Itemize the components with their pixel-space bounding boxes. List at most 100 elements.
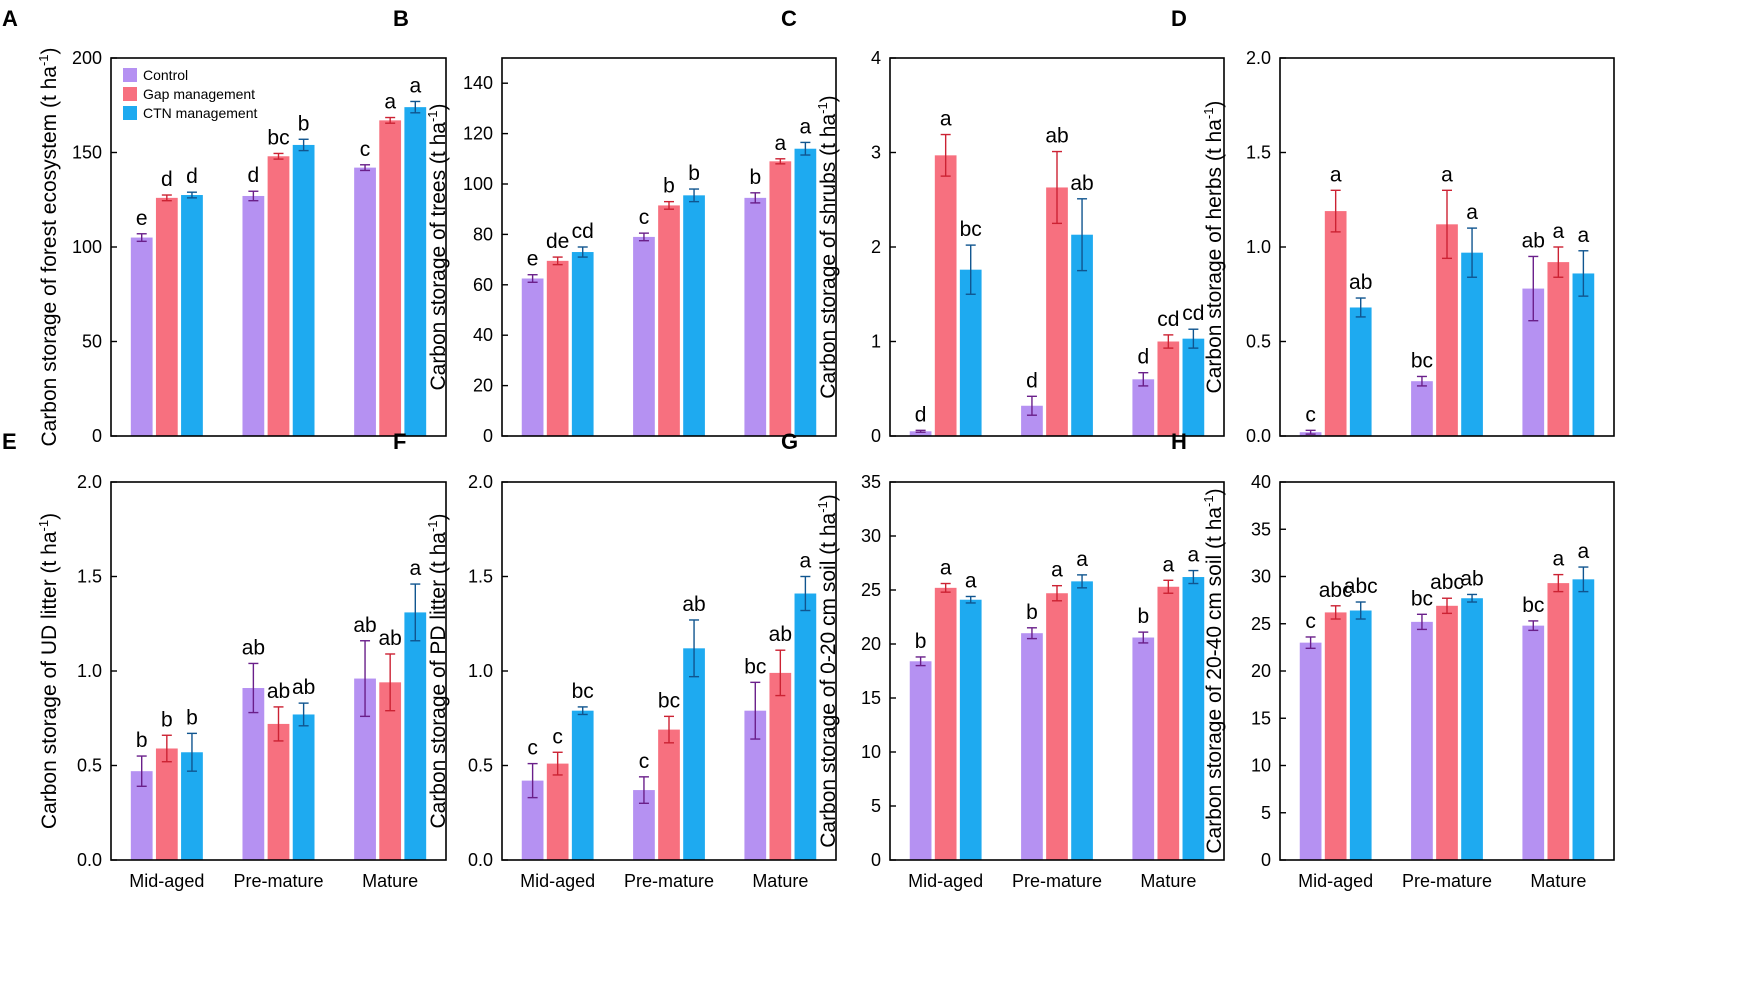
bar-control <box>1411 381 1433 436</box>
bar-ctn-management <box>794 593 817 860</box>
y-tick-label: 0.5 <box>77 756 102 776</box>
bar-gap-management <box>379 120 402 437</box>
bar-ctn-management <box>1461 252 1483 436</box>
significance-label: c <box>1305 610 1316 633</box>
bar-gap-management <box>267 723 290 860</box>
significance-label: a <box>1578 224 1590 247</box>
y-tick-label: 150 <box>72 143 102 163</box>
significance-label: c <box>639 750 650 773</box>
x-tick-label: Mid-aged <box>1298 871 1373 891</box>
bar-ctn-management <box>1461 598 1483 860</box>
bar-control <box>521 780 544 860</box>
panel-e: E Carbon storage of UD litter (t ha-1) 0.0… <box>2 429 447 891</box>
bar-control <box>521 278 544 436</box>
y-tick-label: 140 <box>463 73 493 93</box>
y-tick-label: 15 <box>861 688 881 708</box>
panel-letter: A <box>2 6 18 31</box>
bar-gap-management <box>1436 605 1458 860</box>
y-tick-label: 20 <box>473 376 493 396</box>
x-tick-label: Pre-mature <box>1012 871 1102 891</box>
axis-frame <box>110 57 447 437</box>
significance-label: a <box>965 569 977 592</box>
x-tick-label: Pre-mature <box>1402 871 1492 891</box>
bar-gap-management <box>1324 211 1347 436</box>
bar-control <box>354 678 376 860</box>
x-tick-label: Pre-mature <box>624 871 714 891</box>
bar-control <box>1411 621 1433 860</box>
significance-label: ab <box>682 593 705 616</box>
y-tick-label: 0.5 <box>1246 332 1271 352</box>
legend-swatch <box>123 68 137 82</box>
bar-ctn-management <box>1182 577 1205 860</box>
bar-gap-management <box>1436 224 1458 436</box>
bar-control <box>744 197 767 436</box>
bar-control <box>744 710 767 860</box>
significance-label: a <box>774 132 786 155</box>
significance-label: b <box>749 166 761 189</box>
significance-label: b <box>915 630 927 653</box>
significance-label: c <box>527 737 538 760</box>
significance-label: bc <box>1411 587 1433 610</box>
bar-ctn-management <box>571 710 594 860</box>
significance-label: c <box>552 725 563 748</box>
y-tick-label: 10 <box>861 742 881 762</box>
y-tick-label: 1.5 <box>77 567 102 587</box>
legend-label: Gap management <box>143 86 255 102</box>
y-tick-label: 35 <box>1251 519 1271 539</box>
bar-ctn-management <box>1572 273 1595 436</box>
bar-ctn-management <box>683 648 705 860</box>
y-tick-label: 80 <box>473 224 493 244</box>
bar-control <box>1132 379 1155 436</box>
legend-label: Control <box>143 67 188 83</box>
panel-letter: C <box>781 6 797 31</box>
bar-control <box>1021 633 1043 860</box>
y-tick-label: 0.5 <box>468 756 493 776</box>
significance-label: b <box>186 706 198 729</box>
significance-label: a <box>384 91 396 114</box>
y-tick-label: 0 <box>871 850 881 870</box>
bar-gap-management <box>1046 593 1068 860</box>
significance-label: a <box>1552 548 1564 571</box>
significance-label: a <box>1578 540 1590 563</box>
significance-label: d <box>161 168 173 191</box>
y-tick-label: 0 <box>1261 850 1271 870</box>
axis-frame <box>501 57 837 437</box>
y-tick-label: 2 <box>871 237 881 257</box>
x-tick-label: Mature <box>1140 871 1196 891</box>
axis-frame <box>501 481 837 861</box>
bar-control <box>909 431 932 436</box>
bar-gap-management <box>769 672 792 860</box>
x-tick-label: Mid-aged <box>908 871 983 891</box>
significance-label: d <box>248 164 260 187</box>
significance-label: e <box>527 248 539 271</box>
y-axis-label: Carbon storage of herbs (t ha-1) <box>1201 101 1226 394</box>
significance-label: a <box>409 557 421 580</box>
y-tick-label: 40 <box>1251 472 1271 492</box>
significance-label: abc <box>1319 579 1353 602</box>
bar-gap-management <box>546 260 569 436</box>
bar-control <box>354 167 376 436</box>
significance-label: c <box>1305 403 1316 426</box>
significance-label: ab <box>769 623 792 646</box>
y-axis-label: Carbon storage of shrubs (t ha-1) <box>815 95 840 398</box>
significance-label: d <box>1026 369 1038 392</box>
x-tick-label: Pre-mature <box>233 871 323 891</box>
panel-letter: F <box>393 429 406 454</box>
axis-frame <box>1279 481 1615 861</box>
y-axis-label: Carbon storage of trees (t ha-1) <box>425 103 450 390</box>
panel-letter: E <box>2 429 17 454</box>
significance-label: e <box>136 207 148 230</box>
bar-control <box>1132 637 1155 860</box>
y-tick-label: 2.0 <box>468 472 493 492</box>
bar-ctn-management <box>292 714 315 860</box>
legend-label: CTN management <box>143 105 257 121</box>
significance-label: b <box>298 112 310 135</box>
significance-label: a <box>1051 559 1063 582</box>
y-tick-label: 20 <box>861 634 881 654</box>
y-tick-label: 3 <box>871 143 881 163</box>
bar-gap-management <box>934 587 957 860</box>
y-axis-label: Carbon storage of 20-40 cm soil (t ha-1) <box>1201 488 1226 853</box>
significance-label: a <box>940 557 952 580</box>
significance-label: a <box>1441 163 1453 186</box>
